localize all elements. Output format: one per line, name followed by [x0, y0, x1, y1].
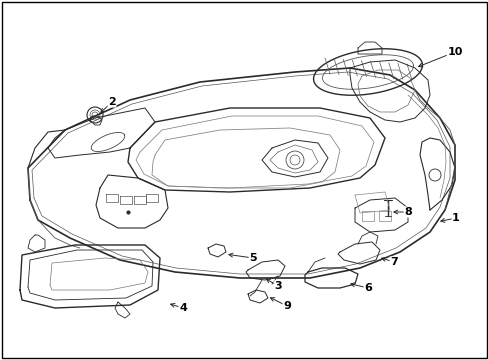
Text: 6: 6	[364, 283, 371, 293]
Text: 5: 5	[249, 253, 256, 263]
Text: 9: 9	[283, 301, 290, 311]
Text: 7: 7	[389, 257, 397, 267]
Text: 1: 1	[451, 213, 459, 223]
Text: 4: 4	[179, 303, 186, 313]
Text: 10: 10	[447, 47, 462, 57]
Text: 3: 3	[274, 281, 281, 291]
Text: 8: 8	[403, 207, 411, 217]
Text: 2: 2	[108, 97, 116, 107]
